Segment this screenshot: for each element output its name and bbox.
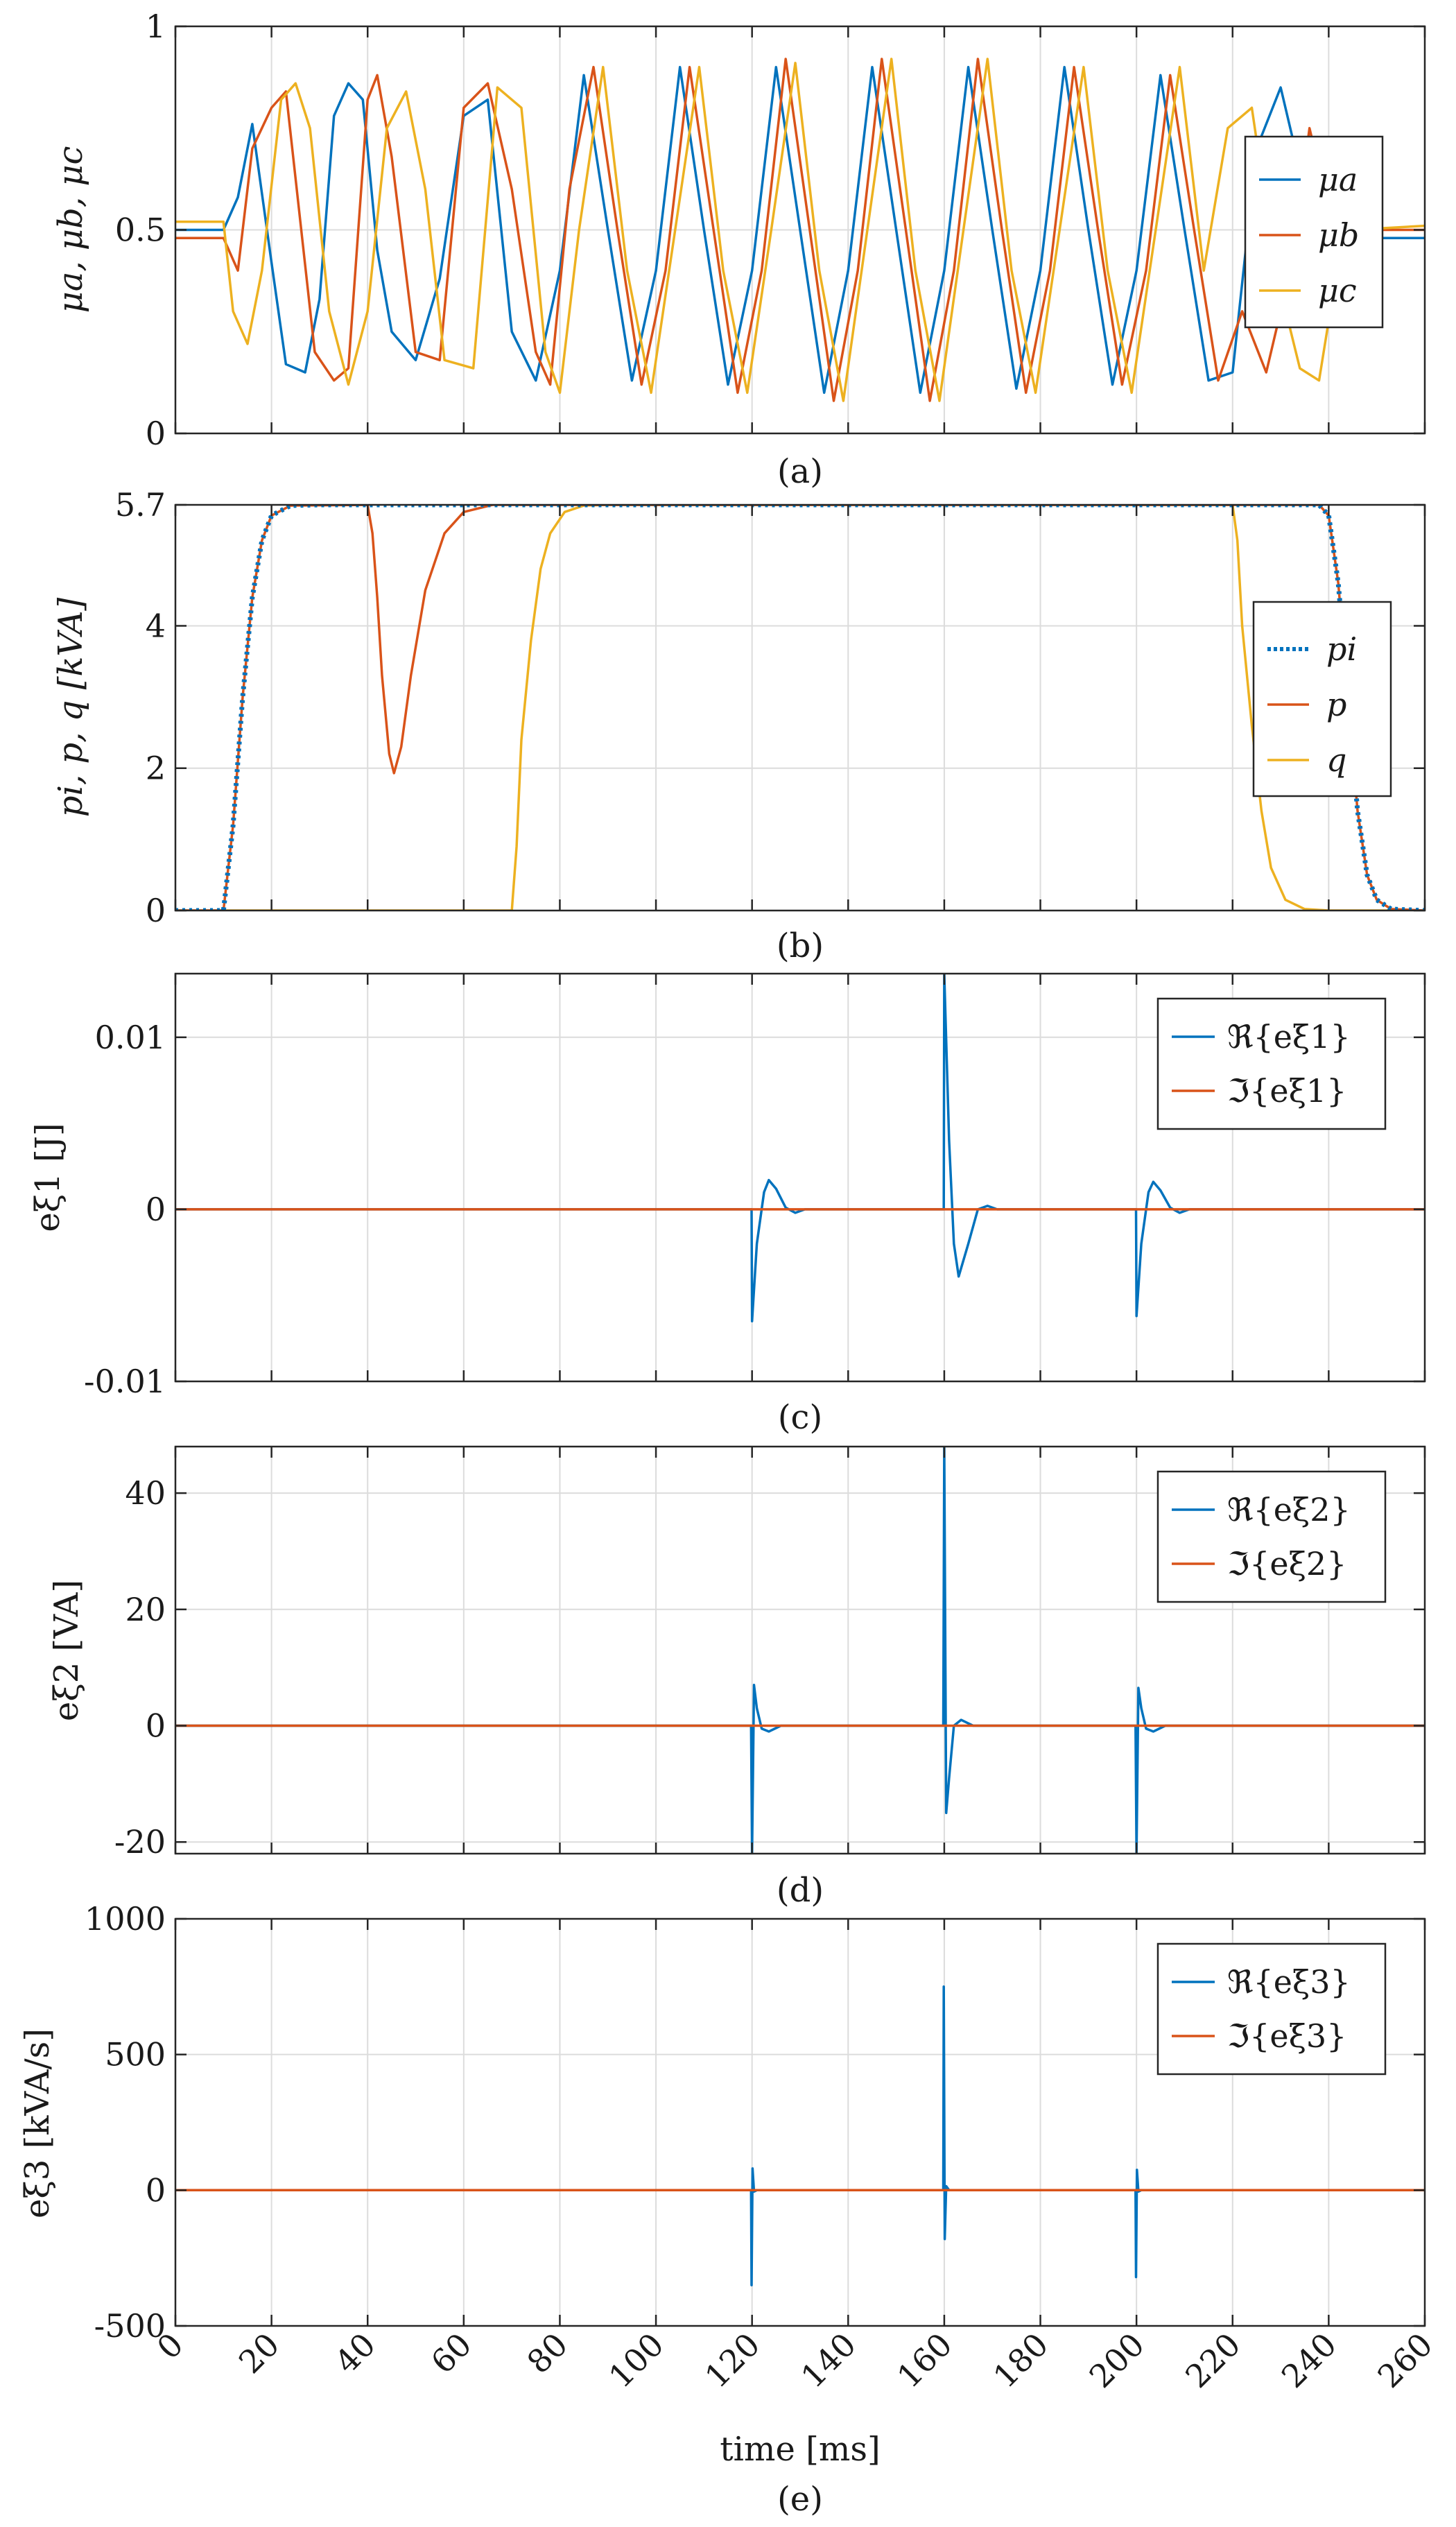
panel-d-ylabel-wrap: eξ2 [VA]: [47, 1580, 86, 1721]
panel-d-ytick-label-1: 0: [146, 1707, 166, 1745]
panel-c-ytick-label-0: -0.01: [84, 1363, 166, 1400]
panel-d-ylabel: eξ2 [VA]: [47, 1580, 86, 1721]
panel-e-xtick-label-1: 20: [232, 2326, 287, 2381]
panel-c-ytick-label-1: 0: [146, 1191, 166, 1228]
panel-e-xtick-label-5: 100: [602, 2326, 671, 2395]
panel-b-ytick-label-0: 0: [146, 892, 166, 929]
panel-d-legend-label-2: ℑ{eξ2}: [1227, 1545, 1346, 1582]
panel-a-legend: μa μb μc: [1244, 135, 1384, 329]
panel-b-series-1: [175, 505, 1425, 911]
panel-e-xtick-label-11: 220: [1178, 2326, 1247, 2395]
panel-e-caption: (e): [777, 2480, 823, 2519]
panel-e-xtick-label-4: 80: [520, 2326, 575, 2381]
panel-e-ylabel: eξ3 [kVA/s]: [18, 2028, 57, 2218]
panel-e-ytick-label-3: 1000: [85, 1900, 166, 1938]
panel-e-xtick-label-2: 40: [327, 2326, 383, 2381]
panel-b-series-2: [175, 505, 1425, 911]
panel-e-series-0: [175, 1985, 1425, 2287]
panel-d-legend-label-1: ℜ{eξ2}: [1227, 1491, 1351, 1528]
panel-e-axes-box: [174, 1917, 1426, 2327]
panel-b-legend-label-3: q: [1326, 741, 1346, 779]
panel-e-xlabel: time [ms]: [720, 2430, 880, 2469]
panel-a-ylabel-wrap: μa, μb, μc: [51, 146, 90, 313]
panel-a-legend-label-2: μb: [1318, 216, 1359, 254]
panel-a: 00.51 μa, μb, μc (a) μa μb μc: [51, 8, 1426, 491]
panel-c-axes-box: [174, 972, 1426, 1383]
panel-b-caption: (b): [777, 926, 824, 965]
panel-e-xtick-label-7: 140: [794, 2326, 863, 2395]
panel-d-ticks: -20 0 20 40: [114, 1447, 1426, 1861]
panel-e-plot: [175, 1985, 1425, 2287]
panel-b-axes-box: [174, 503, 1426, 912]
panel-a-ylabel: μa, μb, μc: [51, 146, 90, 313]
panel-b-series-0: [175, 505, 1425, 911]
panel-c-caption: (c): [778, 1398, 822, 1437]
panel-e-xtick-label-10: 200: [1082, 2326, 1152, 2395]
panel-c-legend-label-1: ℜ{eξ1}: [1227, 1018, 1351, 1055]
panel-e-legend: ℜ{eξ3} ℑ{eξ3}: [1156, 1942, 1387, 2076]
panel-e-legend-label-2: ℑ{eξ3}: [1227, 2017, 1346, 2055]
panel-a-series-0: [175, 65, 1425, 395]
panel-a-series-1: [175, 58, 1425, 402]
panel-d-caption: (d): [777, 1871, 824, 1910]
panel-c-series-0: [175, 974, 1425, 1322]
panel-b-legend-label-2: p: [1326, 686, 1346, 723]
panel-a-ticks: 00.51: [115, 8, 1426, 452]
panel-c-legend: ℜ{eξ1} ℑ{eξ1}: [1156, 997, 1387, 1130]
panel-b-plot: [175, 505, 1425, 911]
panel-b-ticks: 0 2 4 5.7: [115, 486, 1426, 929]
panel-c-ylabel: eξ1 [J]: [28, 1123, 67, 1232]
panel-a-ytick-label-0: 0: [146, 415, 166, 452]
panel-c-ytick-label-2: 0.01: [95, 1019, 166, 1056]
panel-b-ylabel: pi, p, q [kVA]: [51, 598, 90, 818]
panel-e-ylabel-wrap: eξ3 [kVA/s]: [18, 2028, 57, 2218]
panel-d: -20 0 20 40 eξ2 [VA] (d) ℜ{eξ2} ℑ{eξ2}: [47, 1445, 1426, 1910]
panel-e-ytick-label-0: -500: [94, 2307, 166, 2345]
panel-d-ytick-label-3: 40: [125, 1474, 166, 1512]
panel-a-ytick-label-1: 0.5: [115, 212, 166, 249]
panel-e-xtick-label-6: 120: [697, 2326, 767, 2395]
panel-b-ytick-label-1: 2: [146, 750, 166, 787]
panel-e-xtick-label-13: 260: [1371, 2326, 1440, 2395]
panel-c-ticks: -0.01 0 0.01: [84, 974, 1426, 1400]
panel-e-xtick-label-8: 160: [890, 2326, 959, 2395]
panel-b: 0 2 4 5.7 pi, p, q [kVA] (b) pi p q: [51, 486, 1426, 965]
panel-e-ytick-label-2: 500: [105, 2036, 166, 2073]
panel-e-xtick-label-9: 180: [986, 2326, 1055, 2395]
panel-b-legend: pi p q: [1252, 601, 1392, 797]
panel-a-ytick-label-2: 1: [146, 8, 166, 45]
panel-b-grid: [175, 505, 1425, 911]
panel-a-caption: (a): [777, 452, 823, 491]
panel-c-legend-label-2: ℑ{eξ1}: [1227, 1072, 1346, 1110]
panel-d-legend: ℜ{eξ2} ℑ{eξ2}: [1156, 1470, 1387, 1603]
panel-a-legend-label-1: μa: [1318, 161, 1358, 198]
panel-e-ytick-label-1: 0: [146, 2171, 166, 2209]
panel-b-ytick-label-3: 5.7: [115, 486, 166, 524]
panel-a-legend-label-3: μc: [1318, 272, 1357, 309]
panel-d-ytick-label-0: -20: [114, 1823, 166, 1861]
panel-b-ylabel-wrap: pi, p, q [kVA]: [51, 598, 90, 818]
panel-c: -0.01 0 0.01 eξ1 [J] (c) ℜ{eξ1} ℑ{eξ1}: [28, 972, 1426, 1437]
panel-b-legend-label-1: pi: [1326, 630, 1357, 668]
panel-d-plot: [175, 1447, 1425, 1854]
panel-d-ytick-label-2: 20: [125, 1591, 166, 1628]
panel-d-axes-box: [174, 1445, 1426, 1855]
panel-e-legend-label-1: ℜ{eξ3}: [1227, 1963, 1351, 2001]
panel-c-plot: [175, 974, 1425, 1322]
panel-a-series-2: [175, 58, 1425, 402]
panel-e-xtick-label-3: 60: [424, 2326, 479, 2381]
panel-a-plot: [175, 58, 1425, 402]
panel-c-ylabel-wrap: eξ1 [J]: [28, 1123, 67, 1232]
panel-e-xtick-label-12: 240: [1274, 2326, 1344, 2395]
panel-d-series-0: [175, 1447, 1425, 1854]
panel-b-ytick-label-2: 4: [146, 607, 166, 644]
